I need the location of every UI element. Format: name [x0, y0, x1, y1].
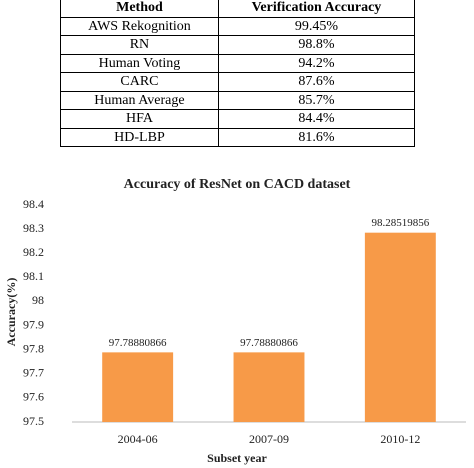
- x-tick-label: 2010-12: [380, 432, 420, 446]
- table-row: HD-LBP 81.6%: [60, 127, 416, 147]
- data-label: 98.28519856: [371, 217, 429, 229]
- data-label: 97.78880866: [109, 337, 167, 349]
- table-cell: 99.45%: [217, 16, 416, 36]
- y-axis-label: Accuracy(%): [4, 278, 18, 347]
- results-table: Method Verification Accuracy AWS Rekogniti…: [60, 0, 416, 147]
- table-row: AWS Rekognition 99.45%: [60, 16, 416, 36]
- bar: [364, 232, 436, 422]
- bar: [102, 352, 174, 422]
- header-cell: Verification Accuracy: [217, 0, 416, 18]
- y-tick-label: 97.7: [23, 366, 44, 380]
- table-cell: AWS Rekognition: [60, 16, 219, 36]
- table-cell: 84.4%: [217, 109, 416, 129]
- table-row: RN 98.8%: [60, 35, 416, 55]
- y-tick-label: 97.9: [23, 317, 44, 331]
- x-tick-label: 2007-09: [249, 432, 289, 446]
- data-label: 97.78880866: [240, 337, 298, 349]
- bar: [233, 352, 305, 422]
- table-row: CARC 87.6%: [60, 72, 416, 92]
- table-cell: Human Voting: [60, 53, 219, 73]
- y-tick-label: 97.8: [23, 341, 44, 355]
- chart-title: Accuracy of ResNet on CACD dataset: [124, 177, 351, 192]
- y-tick-label: 97.5: [23, 414, 44, 428]
- x-axis-label: Subset year: [207, 451, 267, 465]
- y-tick-label: 98: [32, 293, 44, 307]
- y-tick-label: 98.1: [23, 269, 44, 283]
- y-tick-label: 98.2: [23, 245, 44, 259]
- y-tick-label: 98.3: [23, 221, 44, 235]
- x-tick-label: 2004-06: [118, 432, 158, 446]
- table-row: Human Voting 94.2%: [60, 53, 416, 73]
- y-tick-label: 97.6: [23, 390, 44, 404]
- header-row: Method Verification Accuracy: [60, 0, 416, 18]
- y-tick-label: 98.4: [23, 197, 44, 211]
- table-cell: 81.6%: [217, 127, 416, 147]
- table-cell: HD-LBP: [60, 127, 219, 147]
